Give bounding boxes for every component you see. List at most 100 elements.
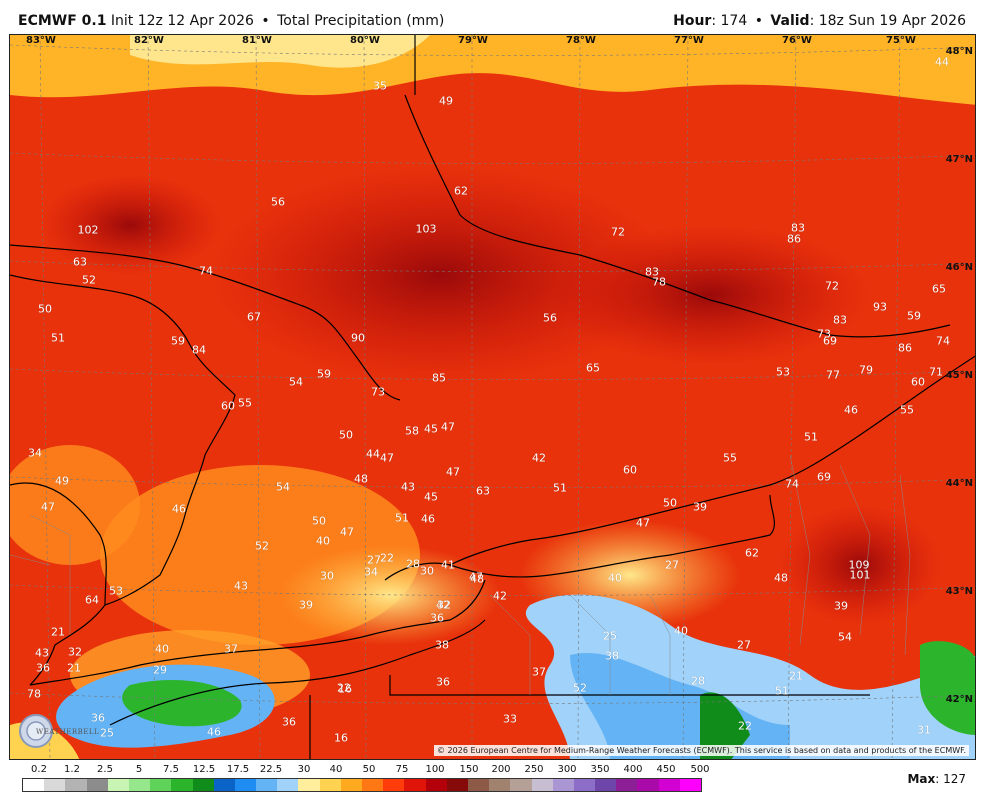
- color-legend: 0.2 1.2 2.5 5 7.5 12.5 17.5 22.5 30 40 50 75 100 150 2…: [22, 764, 722, 792]
- legend-swatch: [86, 779, 108, 791]
- precip-value-label: 45: [424, 490, 438, 504]
- precip-value-label: 60: [911, 375, 925, 389]
- precip-value-label: 35: [373, 79, 387, 93]
- precip-value-label: 30: [320, 569, 334, 583]
- precip-value-label: 73: [817, 327, 831, 341]
- precipitation-map[interactable]: 83°W 82°W 81°W 80°W 79°W 78°W 77°W 76°W …: [9, 34, 976, 760]
- precip-value-label: 71: [929, 365, 943, 379]
- legend-swatch: [277, 779, 299, 791]
- graticule: [10, 35, 975, 759]
- precip-value-label: 21: [51, 625, 65, 639]
- lon-label: 77°W: [674, 35, 704, 46]
- precip-value-label: 37: [224, 642, 238, 656]
- precip-value-label: 78: [652, 275, 666, 289]
- legend-swatch: [107, 779, 129, 791]
- legend-swatch: [192, 779, 214, 791]
- precip-value-label: 40: [608, 571, 622, 585]
- legend-swatch: [340, 779, 362, 791]
- precip-value-label: 46: [421, 512, 435, 526]
- lat-label: 44°N: [945, 478, 973, 489]
- precip-value-label: 52: [573, 681, 587, 695]
- county-lines: [10, 454, 911, 695]
- legend-swatch: [23, 779, 45, 791]
- legend-swatch: [256, 779, 278, 791]
- precip-value-label: 74: [785, 477, 799, 491]
- legend-swatch: [44, 779, 66, 791]
- precip-value-label: 54: [838, 630, 852, 644]
- legend-tick-label: 17.5: [226, 764, 250, 775]
- lon-label: 83°W: [26, 35, 56, 46]
- precip-value-label: 38: [435, 638, 449, 652]
- precip-value-label: 47: [446, 465, 460, 479]
- precip-value-label: 59: [317, 367, 331, 381]
- light-precip-green: [920, 641, 975, 735]
- precip-value-label: 36: [36, 661, 50, 675]
- hour-value: 174: [720, 13, 748, 29]
- bullet-separator: •: [261, 13, 270, 29]
- precip-value-label: 16: [334, 731, 348, 745]
- precip-value-label: 37: [532, 665, 546, 679]
- lon-label: 75°W: [886, 35, 916, 46]
- precip-value-label: 79: [859, 363, 873, 377]
- precip-value-label: 64: [85, 593, 99, 607]
- legend-tick-label: 40: [329, 764, 343, 775]
- legend-swatch: [150, 779, 172, 791]
- precip-value-label: 22: [337, 681, 351, 695]
- precip-value-label: 42: [532, 451, 546, 465]
- precip-value-label: 85: [432, 371, 446, 385]
- precip-value-label: 58: [405, 424, 419, 438]
- precip-value-label: 27: [737, 638, 751, 652]
- precip-value-label: 54: [276, 480, 290, 494]
- precip-value-label: 43: [35, 646, 49, 660]
- legend-tick-label: 12.5: [192, 764, 216, 775]
- valid-value: 18z Sun 19 Apr 2026: [818, 13, 966, 29]
- precip-value-label: 47: [41, 500, 55, 514]
- precip-value-label: 77: [826, 368, 840, 382]
- precip-value-label: 25: [603, 629, 617, 643]
- precip-value-label: 22: [738, 719, 752, 733]
- max-number: 127: [943, 772, 966, 786]
- precip-value-label: 101: [849, 568, 871, 582]
- precip-value-label: 34: [364, 565, 378, 579]
- precip-value-label: 31: [917, 723, 931, 737]
- precip-value-label: 74: [936, 334, 950, 348]
- precip-value-label: 40: [316, 534, 330, 548]
- legend-swatch: [658, 779, 680, 791]
- precip-value-label: 38: [605, 649, 619, 663]
- logo-text: WEATHERBELL: [36, 728, 100, 736]
- precip-value-label: 59: [171, 334, 185, 348]
- precip-value-label: 83: [791, 221, 805, 235]
- map-canvas: [10, 35, 975, 759]
- precip-value-label: 65: [586, 361, 600, 375]
- light-precip-green: [700, 692, 750, 759]
- legend-tick-label: 200: [491, 764, 511, 775]
- precip-value-label: 62: [454, 184, 468, 198]
- precip-value-label: 36: [430, 611, 444, 625]
- legend-swatch: [489, 779, 511, 791]
- precip-value-label: 83: [645, 265, 659, 279]
- precip-value-label: 51: [51, 331, 65, 345]
- lat-label: 42°N: [945, 694, 973, 705]
- legend-tick-label: 350: [590, 764, 610, 775]
- heavy-precip-core: [780, 505, 940, 625]
- max-value: Max: 127: [907, 772, 966, 786]
- precip-value-label: 21: [789, 669, 803, 683]
- precip-value-label: 55: [238, 396, 252, 410]
- precip-value-label: 69: [817, 470, 831, 484]
- precip-value-label: 51: [553, 481, 567, 495]
- legend-tick-label: 450: [656, 764, 676, 775]
- precip-value-label: 67: [247, 310, 261, 324]
- lon-label: 76°W: [782, 35, 812, 46]
- precip-value-label: 65: [932, 282, 946, 296]
- precip-value-label: 41: [441, 558, 455, 572]
- precip-value-label: 39: [693, 500, 707, 514]
- precip-value-label: 103: [415, 222, 437, 236]
- precip-value-label: 29: [153, 663, 167, 677]
- precip-value-label: 46: [844, 403, 858, 417]
- precip-value-label: 28: [406, 557, 420, 571]
- legend-swatch: [637, 779, 659, 791]
- precip-value-label: 50: [663, 496, 677, 510]
- coastlines: [10, 35, 975, 759]
- precip-value-label: 54: [289, 375, 303, 389]
- precip-value-label: 22: [380, 551, 394, 565]
